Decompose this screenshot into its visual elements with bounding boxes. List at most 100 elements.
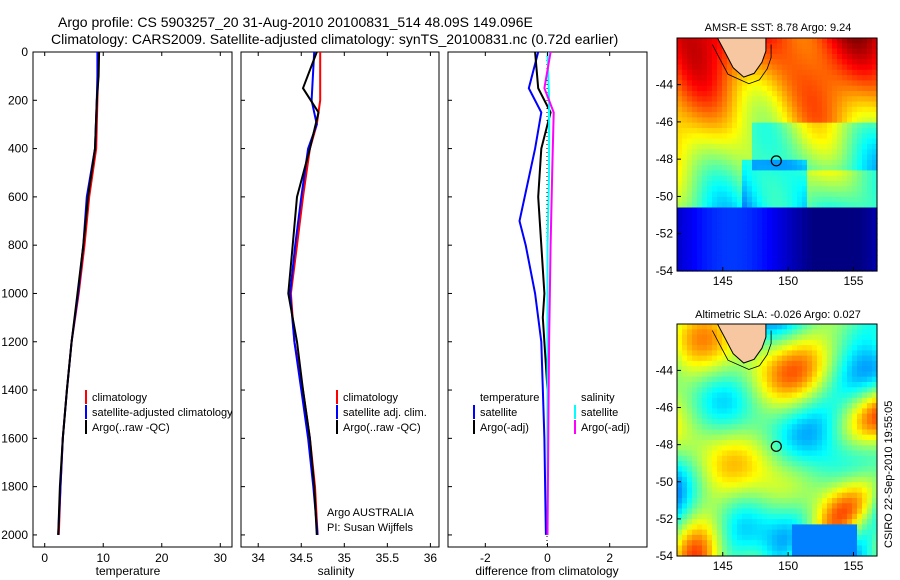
sst-cell — [847, 186, 853, 193]
sst-cell — [772, 53, 778, 60]
sst-cell — [682, 149, 688, 156]
sla-cell — [817, 440, 823, 446]
sla-cell — [722, 339, 728, 346]
sla-cell — [867, 492, 873, 499]
sst-cell — [747, 181, 753, 187]
sla-cell — [842, 503, 848, 510]
sst-cell — [852, 186, 858, 193]
sst-cell — [832, 43, 838, 50]
sla-cell — [747, 476, 753, 483]
sst-cell — [812, 53, 818, 60]
sla-cell — [852, 445, 858, 452]
sst-cell — [727, 265, 733, 272]
sla-cell — [822, 324, 828, 330]
sla-cell — [767, 387, 773, 394]
sla-cell — [697, 450, 703, 457]
sla-cell — [767, 466, 773, 473]
sla-cell — [852, 392, 858, 399]
sla-cell — [702, 329, 708, 336]
sla-cell — [697, 434, 703, 441]
sst-cell — [677, 106, 683, 113]
sst-cell — [677, 117, 683, 124]
sst-cell — [677, 69, 683, 76]
sst-cell — [722, 91, 728, 97]
sst-cell — [862, 159, 868, 166]
sst-cell — [832, 38, 838, 44]
sla-cell — [777, 466, 783, 473]
sst-cell — [807, 255, 813, 261]
sla-cell — [692, 524, 698, 531]
sla-cell — [712, 498, 718, 504]
sst-cell — [857, 38, 863, 44]
sla-cell — [742, 513, 748, 520]
sla-cell — [802, 450, 808, 457]
sla-cell — [687, 324, 693, 330]
sla-cell — [857, 519, 863, 525]
sla-cell — [737, 529, 743, 536]
sla-cell — [802, 324, 808, 330]
sst-cell — [772, 170, 778, 177]
sla-cell — [777, 529, 783, 536]
sst-cell — [787, 196, 793, 203]
sst-cell — [807, 138, 813, 145]
sst-cell — [757, 91, 763, 97]
sst-cell — [857, 165, 863, 171]
sla-cell — [682, 392, 688, 399]
sla-cell — [817, 455, 823, 462]
sst-cell — [827, 53, 833, 60]
sla-cell — [742, 540, 748, 547]
sla-cell — [677, 334, 683, 341]
sst-cell — [677, 212, 683, 219]
sla-cell — [847, 476, 853, 483]
sla-cell — [842, 545, 848, 552]
sst-cell — [782, 212, 788, 219]
sla-cell — [722, 418, 728, 425]
sst-cell — [717, 106, 723, 113]
sst-cell — [697, 59, 703, 66]
sla-cell — [827, 350, 833, 357]
sst-cell — [817, 186, 823, 193]
sla-cell — [777, 445, 783, 452]
depth-contour — [711, 44, 772, 85]
sla-cell — [847, 403, 853, 409]
sst-ytick-label: -46 — [656, 115, 674, 129]
sst-cell — [777, 112, 783, 118]
sla-cell — [772, 461, 778, 467]
sst-cell — [797, 112, 803, 118]
sla-cell — [682, 350, 688, 357]
sst-cell — [837, 154, 843, 161]
sst-cell — [782, 249, 788, 256]
sst-cell — [782, 196, 788, 203]
sla-cell — [692, 371, 698, 378]
sst-cell — [682, 112, 688, 118]
sst-cell — [767, 218, 773, 224]
sla-cell — [727, 482, 733, 489]
sst-cell — [757, 228, 763, 235]
sla-cell — [777, 371, 783, 378]
sla-cell — [717, 371, 723, 378]
sst-cell — [857, 48, 863, 55]
sla-cell — [797, 350, 803, 357]
sst-cell — [772, 202, 778, 209]
sla-cell — [832, 360, 838, 367]
sst-cell — [717, 112, 723, 118]
sla-cell — [807, 461, 813, 467]
sla-cell — [742, 360, 748, 367]
sla-cell — [767, 503, 773, 510]
sla-cell — [782, 498, 788, 504]
sst-cell — [727, 159, 733, 166]
sla-cell — [727, 355, 733, 362]
sla-cell — [742, 487, 748, 494]
sla-cell — [727, 429, 733, 436]
sla-cell — [817, 529, 823, 536]
sla-cell — [812, 387, 818, 394]
sla-cell — [872, 540, 878, 547]
sst-cell — [867, 175, 873, 182]
sst-cell — [712, 159, 718, 166]
sst-cell — [742, 154, 748, 161]
sst-cell — [862, 43, 868, 50]
sla-cell — [702, 540, 708, 547]
sla-cell — [767, 418, 773, 425]
sla-cell — [767, 550, 773, 557]
sst-cell — [717, 228, 723, 235]
